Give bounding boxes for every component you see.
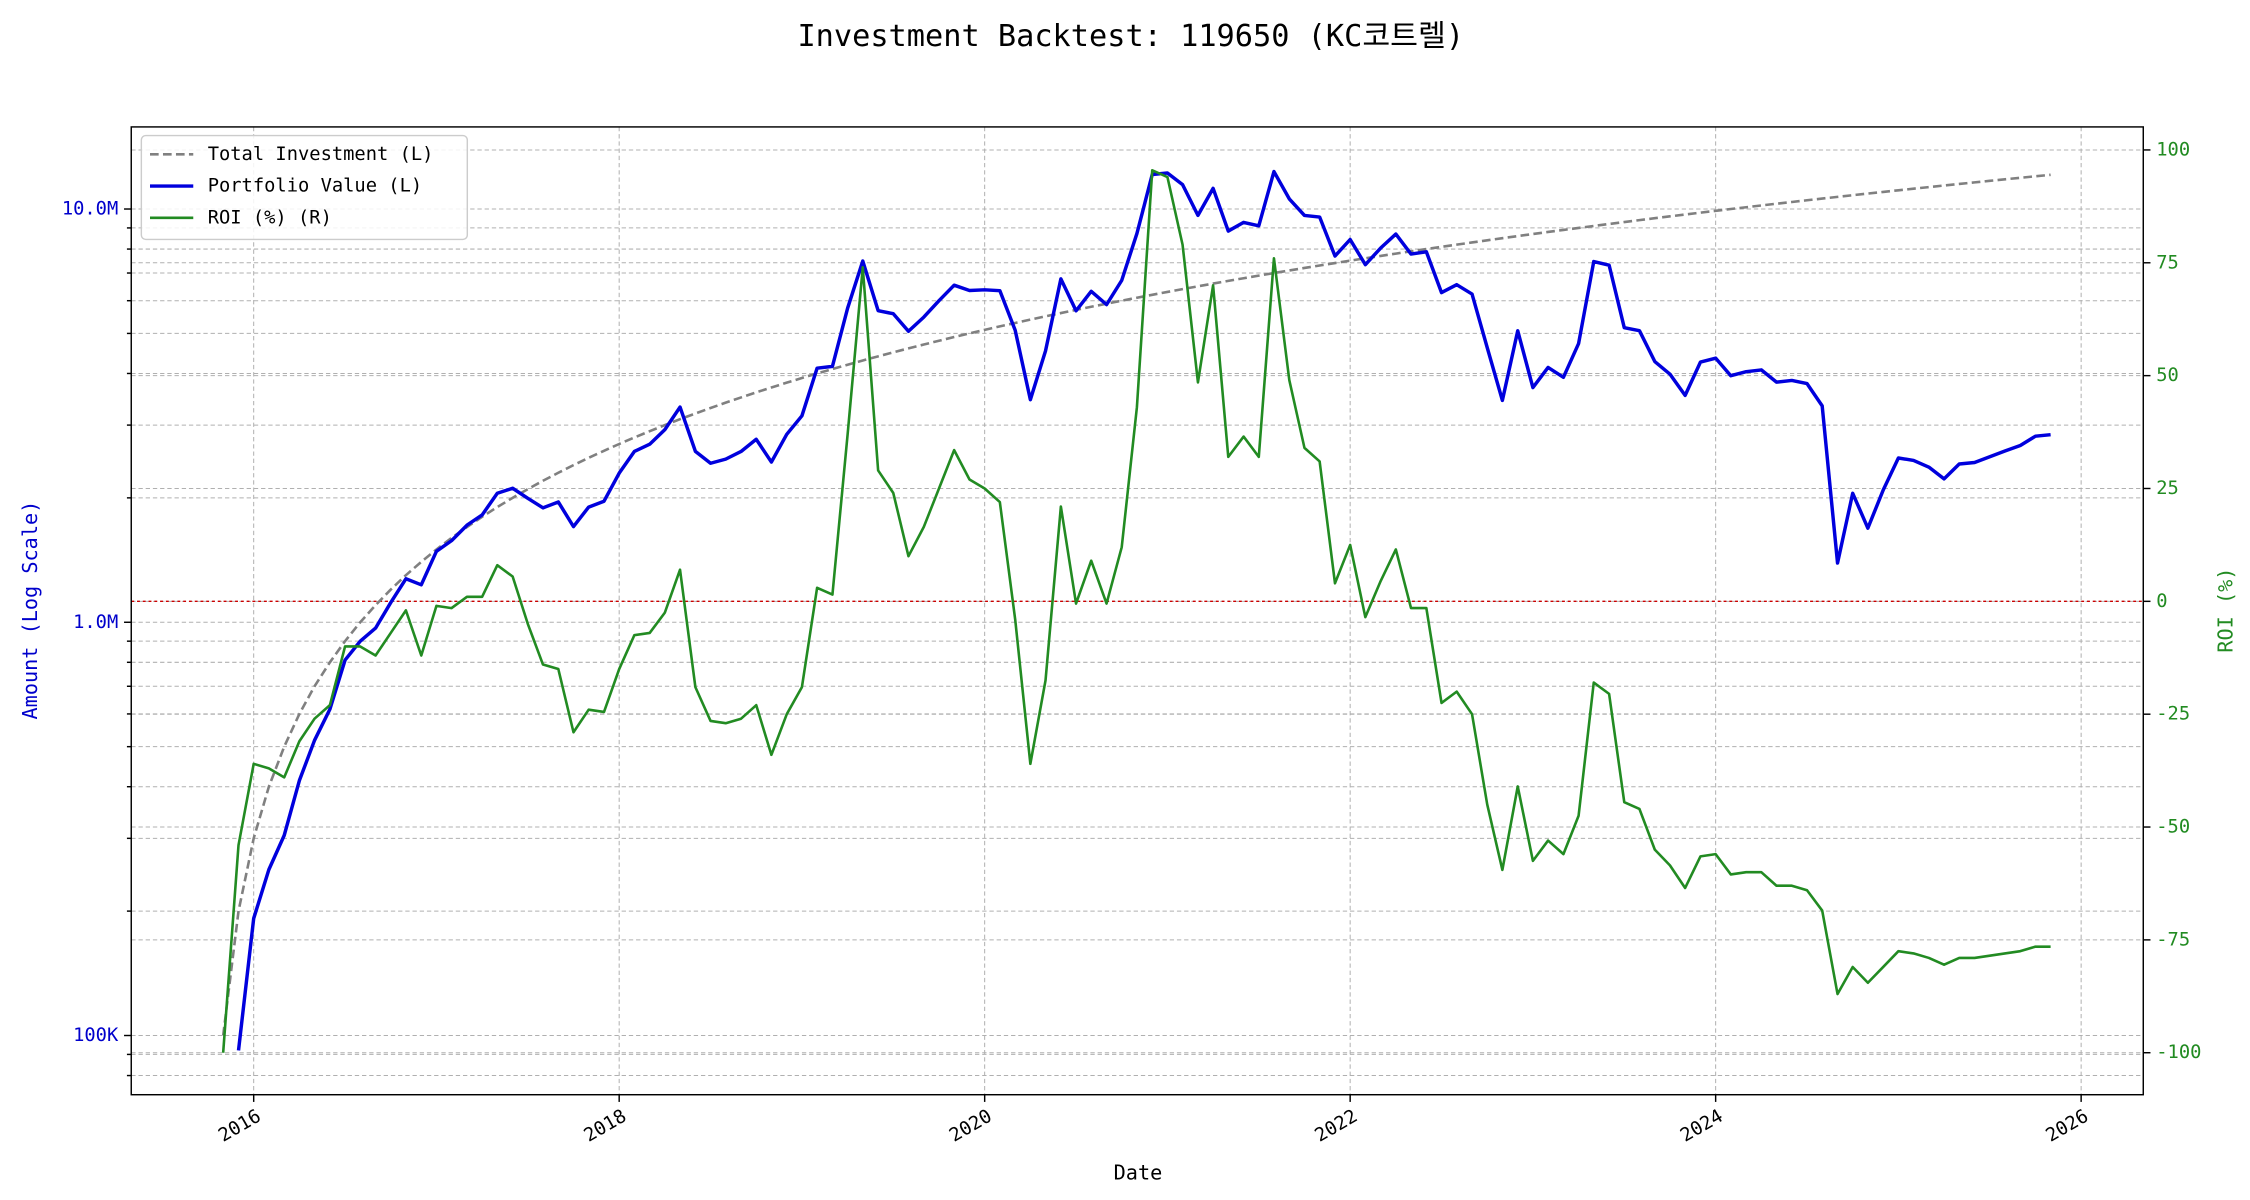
legend-box	[140, 134, 469, 241]
y2-tick-label: -100	[2156, 1042, 2201, 1063]
y2-tick-label: 25	[2156, 478, 2179, 499]
y2-tick-label: -75	[2156, 929, 2190, 950]
series-line	[221, 168, 2051, 1053]
legend-label: Total Investment (L)	[208, 144, 434, 165]
series-line	[221, 173, 2051, 1036]
y2-axis-label: ROI (%)	[2213, 568, 2237, 653]
y-axis-label: Amount (Log Scale)	[18, 501, 42, 720]
y2-tick-label: -25	[2156, 704, 2190, 725]
chart-title: Investment Backtest: 119650 (KC코트렐)	[797, 19, 1464, 54]
y-tick-label: 10.0M	[62, 199, 118, 220]
series-line	[236, 169, 2051, 1051]
y2-tick-label: 0	[2156, 591, 2167, 612]
legend-label: ROI (%) (R)	[208, 207, 332, 228]
y-tick-label: 1.0M	[73, 612, 118, 633]
y2-tick-label: 50	[2156, 365, 2179, 386]
plot-frame	[130, 126, 2144, 1096]
y2-tick-label: 100	[2156, 139, 2190, 160]
y2-tick-label: -50	[2156, 817, 2190, 838]
y-tick-label: 100K	[73, 1025, 119, 1046]
legend-label: Portfolio Value (L)	[208, 176, 422, 197]
y2-tick-label: 75	[2156, 252, 2179, 273]
x-axis-label: Date	[1114, 1161, 1163, 1185]
